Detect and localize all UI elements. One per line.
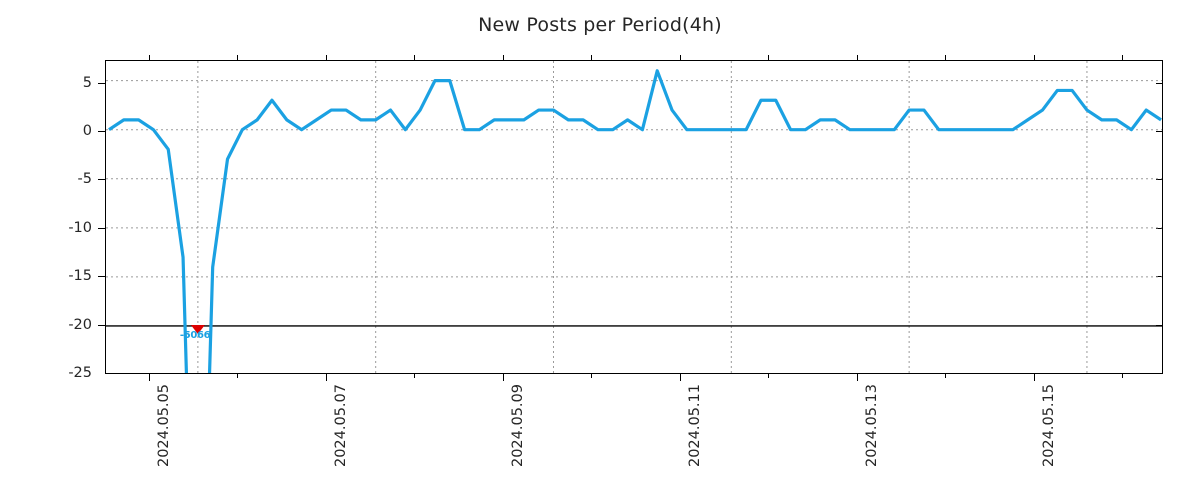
xtick-mark-minor — [414, 374, 415, 378]
ytick-label-5: -20 — [68, 317, 92, 333]
xtick-mark-top — [414, 55, 415, 60]
xtick-mark-top — [768, 55, 769, 60]
xtick-mark-top — [326, 55, 327, 60]
xtick-mark-minor — [237, 374, 238, 378]
xtick-mark-top — [149, 55, 150, 60]
xtick-mark — [857, 374, 858, 381]
ytick-label-3: -10 — [68, 220, 92, 236]
xtick-mark-minor — [945, 374, 946, 378]
ytick-mark — [98, 228, 105, 229]
xtick-mark-top — [1034, 55, 1035, 60]
ytick-label-0: 5 — [82, 75, 92, 91]
xtick-label-3: 2024.05.11 — [687, 384, 703, 468]
page-title: New Posts per Period(4h) — [478, 14, 722, 36]
xtick-mark — [149, 374, 150, 381]
ytick-label-6: -25 — [68, 365, 92, 381]
xtick-mark — [680, 374, 681, 381]
xtick-mark-minor — [1122, 374, 1123, 378]
ytick-mark — [98, 276, 105, 277]
ytick-label-1: 0 — [82, 123, 92, 139]
xtick-mark-top — [857, 55, 858, 60]
ytick-mark-right — [1156, 83, 1163, 84]
xtick-mark — [1034, 374, 1035, 381]
ytick-mark-right — [1156, 228, 1163, 229]
ytick-label-4: -15 — [68, 268, 92, 284]
xtick-label-1: 2024.05.07 — [333, 384, 349, 468]
ytick-mark-right — [1156, 276, 1163, 277]
plot-area — [105, 60, 1163, 374]
ytick-mark — [98, 83, 105, 84]
ytick-label-2: -5 — [77, 171, 92, 187]
ytick-mark — [98, 131, 105, 132]
minimum-marker-icon — [190, 324, 205, 334]
data-series-line — [108, 69, 1162, 373]
ytick-mark-right — [1156, 131, 1163, 132]
xtick-mark-top — [237, 55, 238, 60]
xtick-mark-minor — [768, 374, 769, 378]
xtick-label-4: 2024.05.13 — [864, 384, 880, 468]
xtick-mark — [326, 374, 327, 381]
xtick-label-5: 2024.05.15 — [1041, 384, 1057, 468]
xtick-mark-top — [591, 55, 592, 60]
xtick-mark-minor — [591, 374, 592, 378]
xtick-label-2: 2024.05.09 — [510, 384, 526, 468]
plot-svg — [106, 61, 1162, 373]
xtick-mark-top — [503, 55, 504, 60]
xtick-mark-top — [680, 55, 681, 60]
xtick-label-0: 2024.05.05 — [156, 384, 172, 468]
ytick-mark-right — [1156, 179, 1163, 180]
xtick-mark — [503, 374, 504, 381]
xtick-mark-top — [945, 55, 946, 60]
minimum-value-annotation: -5066 — [179, 329, 211, 341]
xtick-mark-top — [1122, 55, 1123, 60]
ytick-mark — [98, 179, 105, 180]
ytick-mark — [98, 325, 105, 326]
